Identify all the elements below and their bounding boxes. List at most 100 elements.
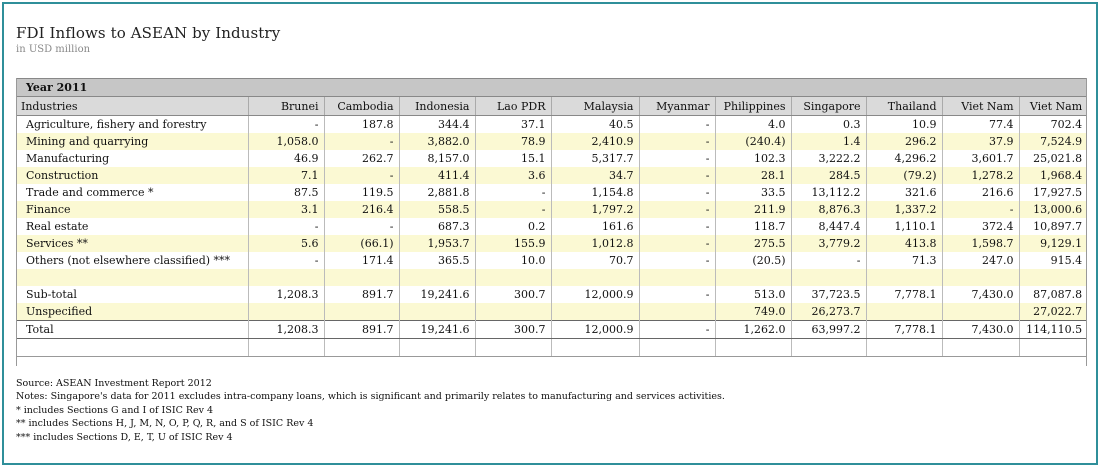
table-cell: 4.0 (714, 115, 791, 133)
column-header-country: Myanmar (638, 96, 715, 116)
table-cell: - (638, 252, 715, 269)
table-cell: 1,154.8 (550, 184, 639, 201)
table-cell: - (638, 167, 715, 184)
table-cell: 513.0 (714, 286, 791, 303)
table-cell (474, 338, 551, 357)
table-cell: 1,278.2 (941, 167, 1019, 184)
table-cell: 77.4 (941, 115, 1019, 133)
table-cell: (66.1) (323, 235, 399, 252)
table-cell: 413.8 (865, 235, 942, 252)
footnote-line: *** includes Sections D, E, T, U of ISIC… (16, 431, 233, 443)
table-cell: - (247, 115, 324, 133)
table-cell: 211.9 (714, 201, 791, 218)
table-cell: - (638, 286, 715, 303)
table-cell: 365.5 (398, 252, 475, 269)
row-label: Others (not elsewhere classified) *** (26, 254, 231, 267)
table-cell (714, 269, 791, 286)
row-label: Sub-total (26, 288, 77, 301)
row-label: Mining and quarrying (16, 133, 248, 150)
table-cell: 275.5 (714, 235, 791, 252)
table-cell: 10,897.7 (1018, 218, 1088, 235)
table-cell: - (638, 150, 715, 167)
column-header-country: Indonesia (398, 96, 475, 116)
table-cell: 114,110.5 (1018, 320, 1088, 339)
table-cell: 4,296.2 (865, 150, 942, 167)
table-cell (323, 338, 399, 357)
column-header-country: Philippines (714, 96, 791, 116)
table-cell: 2,881.8 (398, 184, 475, 201)
table-cell (398, 269, 475, 286)
table-cell: 262.7 (323, 150, 399, 167)
table-cell: 37.1 (474, 115, 551, 133)
table-cell: 71.3 (865, 252, 942, 269)
table-cell: 344.4 (398, 115, 475, 133)
column-header-industries: Industries (16, 96, 248, 116)
table-cell: 1,058.0 (247, 133, 324, 150)
table-cell: 40.5 (550, 115, 639, 133)
table-cell: 119.5 (323, 184, 399, 201)
table-cell: 1,208.3 (247, 320, 324, 339)
table-cell: 749.0 (714, 303, 791, 321)
table-cell (323, 269, 399, 286)
footnote-line: ** includes Sections H, J, M, N, O, P, Q… (16, 418, 314, 430)
row-label (16, 269, 248, 286)
table-row: Services ** 5.6 (66.1) 1,953.7 155.9 1,012.8-… (16, 235, 1088, 252)
table-cell: 7,430.0 (941, 320, 1019, 339)
table-cell (474, 269, 551, 286)
row-label: Construction (16, 167, 248, 184)
table-cell: 1,598.7 (941, 235, 1019, 252)
year-row: Year 2011 (16, 78, 1088, 97)
table-cell: 10.9 (865, 115, 942, 133)
table-row: Unspecified 749.0 26,273.7 27,022.7 (16, 303, 1088, 321)
table-cell: - (941, 201, 1019, 218)
table-cell: 1,337.2 (865, 201, 942, 218)
column-header-country: Singapore (790, 96, 866, 116)
table-cell: - (638, 133, 715, 150)
table-cell: 2,410.9 (550, 133, 639, 150)
table-cell: 558.5 (398, 201, 475, 218)
page-subtitle: in USD million (16, 44, 91, 55)
table-row: Total 1,208.3 891.7 19,241.6 300.7 12,000.9-1… (16, 320, 1088, 339)
column-header-country: Lao PDR (474, 96, 551, 116)
table-cell: 37,723.5 (790, 286, 866, 303)
footnote-line: * includes Sections G and I of ISIC Rev … (16, 404, 214, 416)
table-cell: 33.5 (714, 184, 791, 201)
table-cell: 1,208.3 (247, 286, 324, 303)
table-cell: (20.5) (714, 252, 791, 269)
table-cell: 3.6 (474, 167, 551, 184)
table-cell (865, 269, 942, 286)
table-cell: 300.7 (474, 320, 551, 339)
table-cell: 296.2 (865, 133, 942, 150)
table-cell: - (638, 115, 715, 133)
table-cell: 28.1 (714, 167, 791, 184)
table-cell: 13,000.6 (1018, 201, 1088, 218)
table-cell: 891.7 (323, 286, 399, 303)
table-cell (941, 303, 1019, 321)
table-cell: 13,112.2 (790, 184, 866, 201)
footnote-line: Source: ASEAN Investment Report 2012 (16, 378, 212, 389)
table-cell: 155.9 (474, 235, 551, 252)
table-cell: 247.0 (941, 252, 1019, 269)
table-cell: 1,110.1 (865, 218, 942, 235)
table-cell: 15.1 (474, 150, 551, 167)
table-cell: 27,022.7 (1018, 303, 1088, 321)
footnote-line: Notes: Singapore's data for 2011 exclude… (16, 391, 725, 403)
table-cell: 1,968.4 (1018, 167, 1088, 184)
table-cell: 102.3 (714, 150, 791, 167)
table-cell: - (247, 218, 324, 235)
table-cell (398, 303, 475, 321)
table-cell: - (638, 184, 715, 201)
row-label: Total (16, 320, 248, 339)
table-row: Agriculture, fishery and forestry -187.8 3… (16, 115, 1088, 133)
table-row: Construction 7.1-411.4 3.6 34.7-28.1 284.5 (7… (16, 167, 1088, 184)
table-cell: - (323, 167, 399, 184)
table-cell (714, 338, 791, 357)
table-cell (247, 338, 324, 357)
table-cell: 87.5 (247, 184, 324, 201)
table-cell (1018, 269, 1088, 286)
row-label: Real estate (26, 220, 89, 233)
row-label: Unspecified (16, 303, 248, 321)
table-cell: 3,779.2 (790, 235, 866, 252)
table-cell (1018, 338, 1088, 357)
row-label: Agriculture, fishery and forestry (26, 118, 207, 131)
